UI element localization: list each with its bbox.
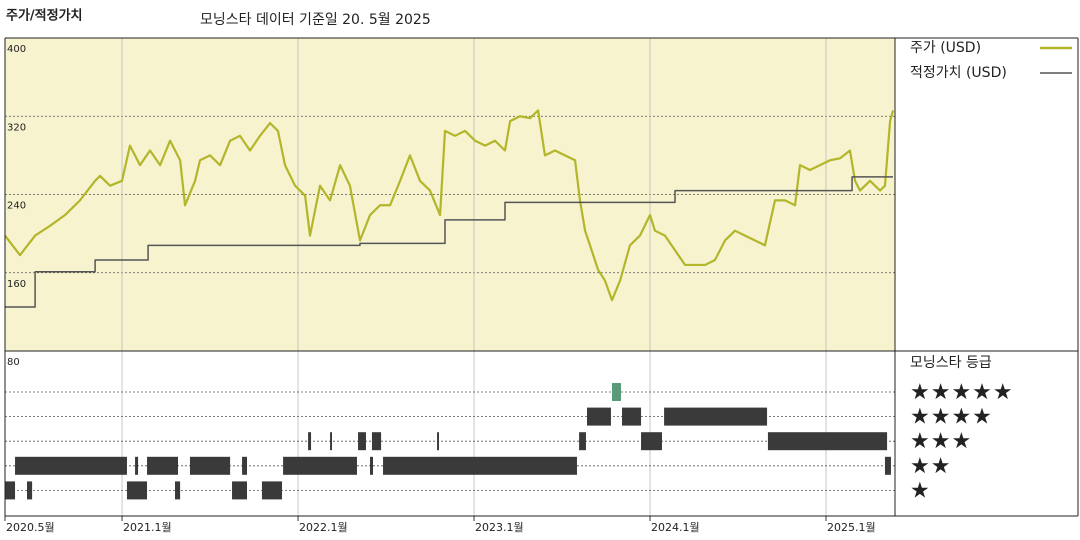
chart-title: 주가/적정가치 [6,8,83,24]
rating-bar [308,432,312,451]
x-tick-label: 2024.1월 [651,521,700,534]
rating-bar [26,481,33,500]
rating-bar [884,456,891,475]
x-tick-label: 2023.1월 [475,521,524,534]
rating-bar [579,432,586,451]
rating-bar [175,481,181,500]
rating-bar [383,456,577,475]
series-line [4,109,895,302]
rating-bar [641,432,662,451]
rating-bar [189,456,231,475]
rating-bar [587,407,611,426]
rating-bar [283,456,357,475]
rating-legend-label: ★★★★ [910,405,993,430]
x-tick-label: 2022.1월 [299,521,348,534]
rating-bar [370,456,374,475]
rating-bar [15,456,127,475]
series-line [5,176,893,308]
rating-bar [622,407,642,426]
y-tick-label: 320 [7,122,26,133]
rating-bar [261,481,283,500]
rating-bar [147,456,179,475]
rating-bar [664,407,768,426]
rating-bar [135,456,139,475]
y-tick-label: 80 [7,357,20,368]
rating-bar [612,383,621,401]
rating-bar [767,432,888,451]
x-tick-label: 2025.1월 [827,521,876,534]
rating-bar [232,481,247,500]
x-tick-label: 2021.1월 [123,521,172,534]
x-tick-label: 2020.5월 [6,521,55,534]
rating-bar [126,481,148,500]
rating-legend-label: ★★★ [910,429,972,454]
rating-bar [242,456,247,475]
y-tick-label: 400 [7,44,26,55]
rating-legend-label: ★★★★★ [910,380,1014,405]
rating-legend-label: ★★ [910,454,951,479]
y-tick-label: 240 [7,201,26,212]
legend-label: 주가 (USD) [910,40,981,56]
rating-bar [330,432,332,451]
rating-legend-label: ★ [910,478,931,503]
chart-subtitle: 모닝스타 데이터 기준일 20. 5월 2025 [200,12,431,28]
rating-bar [5,481,16,500]
legend-label: 적정가치 (USD) [910,65,1007,81]
rating-bar [437,432,440,451]
rating-bar [358,432,366,451]
y-tick-label: 160 [7,279,26,290]
rating-title: 모닝스타 등급 [910,355,992,371]
rating-bar [371,432,382,451]
